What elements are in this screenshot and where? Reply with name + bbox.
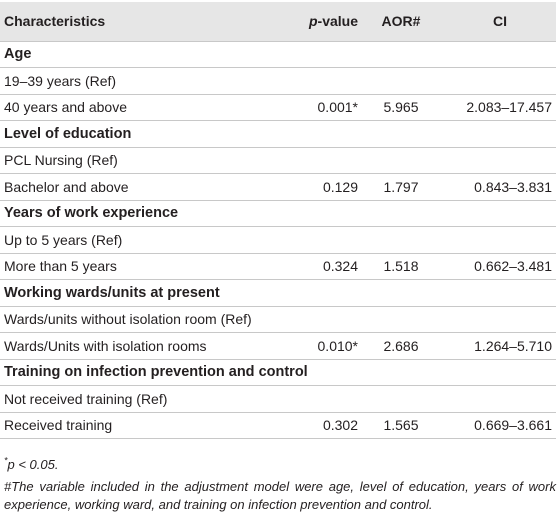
section-title: Age [4, 46, 32, 63]
ci-cell [444, 227, 556, 254]
section-title: Training on infection prevention and con… [4, 364, 308, 381]
header-p-italic: p [308, 13, 318, 30]
ci-cell [444, 386, 556, 413]
p-value-cell: 0.010* [317, 337, 358, 354]
aor-cell [358, 68, 444, 95]
regression-table: Characteristics p-value AOR# CI Age 19–39… [0, 2, 556, 439]
aor-cell [358, 147, 444, 174]
ci-cell: 1.264–5.710 [474, 337, 552, 354]
row-label: 40 years and above [4, 99, 127, 116]
table-row: Wards/units without isolation room (Ref) [0, 306, 556, 333]
table-row: Up to 5 years (Ref) [0, 226, 556, 254]
significance-mark: * [4, 455, 8, 466]
table-row: Wards/Units with isolation rooms 0.010* 2.… [0, 332, 556, 360]
aor-cell [358, 386, 444, 413]
table-row: Bachelor and above 0.129 1.797 0.843–3.831 [0, 173, 556, 201]
table-row: Not received training (Ref) [0, 385, 556, 413]
ci-cell: 0.662–3.481 [474, 258, 552, 275]
section-header-row: Years of work experience [0, 200, 556, 227]
significance-text: p < 0.05. [7, 457, 59, 472]
aor-cell: 1.518 [383, 258, 419, 275]
p-value-cell [278, 147, 358, 174]
section-header-row: Training on infection prevention and con… [0, 359, 556, 386]
ci-cell: 2.083–17.457 [466, 99, 552, 116]
row-label: 19–39 years (Ref) [4, 72, 117, 89]
row-label: PCL Nursing (Ref) [4, 152, 118, 169]
section-title: Working wards/units at present [4, 284, 220, 301]
ci-cell [444, 147, 556, 174]
p-value-cell: 0.001* [317, 99, 358, 116]
table-row: 40 years and above 0.001* 5.965 2.083–17.45… [0, 94, 556, 121]
p-value-cell [278, 386, 358, 413]
table-row: PCL Nursing (Ref) [0, 147, 556, 174]
row-label: Wards/Units with isolation rooms [4, 337, 207, 354]
ci-cell [444, 68, 556, 95]
row-label: Wards/units without isolation room (Ref) [4, 311, 252, 328]
p-value-cell [278, 306, 358, 333]
adjustment-footnote: #The variable included in the adjustment… [4, 479, 556, 512]
row-label: Received training [4, 417, 113, 434]
section-title: Years of work experience [4, 205, 179, 222]
header-ci: CI [493, 13, 507, 30]
section-title: Level of education [4, 125, 132, 142]
p-value-cell: 0.302 [322, 417, 358, 434]
p-value-cell: 0.129 [322, 178, 358, 195]
header-characteristics: Characteristics [4, 13, 106, 30]
ci-cell: 0.843–3.831 [474, 178, 552, 195]
significance-footnote: *p < 0.05. [4, 456, 556, 474]
table-row: 19–39 years (Ref) [0, 67, 556, 95]
header-p-rest: -value [317, 13, 358, 30]
header-aor: AOR# [381, 13, 421, 30]
header-p-value: p-value [278, 2, 358, 41]
table-body: Age 19–39 years (Ref) 40 years and above 0.… [0, 41, 556, 439]
section-header-row: Level of education [0, 120, 556, 148]
aor-cell [358, 227, 444, 254]
table-footnotes: *p < 0.05. #The variable included in the… [4, 456, 556, 514]
row-label: More than 5 years [4, 258, 117, 275]
ci-cell [444, 306, 556, 333]
section-header-row: Working wards/units at present [0, 279, 556, 307]
ci-cell: 0.669–3.661 [474, 417, 552, 434]
section-header-row: Age [0, 41, 556, 68]
row-label: Bachelor and above [4, 178, 129, 195]
row-label: Up to 5 years (Ref) [4, 231, 123, 248]
aor-cell: 5.965 [383, 99, 419, 116]
aor-cell [358, 306, 444, 333]
p-value-cell [278, 227, 358, 254]
aor-cell: 2.686 [383, 337, 419, 354]
table-row: More than 5 years 0.324 1.518 0.662–3.481 [0, 253, 556, 280]
aor-cell: 1.565 [383, 417, 419, 434]
table-header-row: Characteristics p-value AOR# CI [0, 2, 556, 41]
table-row: Received training 0.302 1.565 0.669–3.661 [0, 412, 556, 439]
row-label: Not received training (Ref) [4, 390, 168, 407]
aor-cell: 1.797 [383, 178, 419, 195]
p-value-cell [278, 68, 358, 95]
p-value-cell: 0.324 [322, 258, 358, 275]
